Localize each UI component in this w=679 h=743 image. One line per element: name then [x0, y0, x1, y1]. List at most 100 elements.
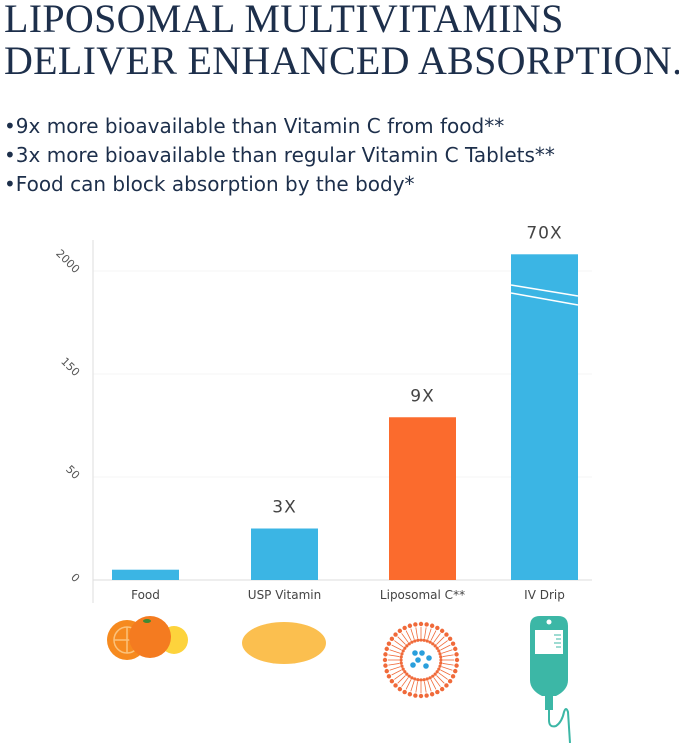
lipid-head — [433, 644, 437, 648]
lipid-head — [407, 692, 413, 697]
lipid-tail — [415, 627, 418, 639]
data-label: 70X — [526, 223, 562, 243]
lipid-tail — [441, 649, 453, 654]
lipid-head — [416, 638, 420, 642]
vitamin-dot — [423, 663, 429, 669]
lipid-head — [424, 622, 429, 627]
oranges-icon — [107, 616, 188, 660]
lipid-head — [402, 625, 407, 631]
lipid-tail — [436, 636, 445, 645]
lipid-head — [389, 678, 395, 684]
lipid-head — [407, 623, 413, 628]
lipid-head — [397, 686, 403, 692]
lipid-head — [425, 677, 429, 681]
x-category-label: IV Drip — [524, 588, 565, 602]
lipid-tail — [410, 628, 415, 640]
lipid-head — [413, 693, 418, 698]
lipid-head — [410, 640, 414, 644]
lipid-head — [383, 663, 388, 668]
lipid-head — [413, 639, 417, 643]
lipid-tail — [388, 654, 400, 657]
iv-bag-icon — [530, 616, 571, 743]
lipid-head — [447, 678, 453, 684]
lipid-head — [418, 621, 424, 627]
lipid-tail — [440, 644, 451, 651]
lipid-tail — [394, 672, 404, 680]
lipid-tail — [405, 630, 412, 641]
lipid-head — [435, 689, 440, 695]
lipid-head — [439, 661, 443, 665]
lipid-head — [419, 638, 423, 642]
lipid-tail — [401, 633, 409, 643]
lipid-head — [453, 646, 458, 652]
lipid-head — [450, 641, 456, 646]
lipid-head — [389, 636, 395, 642]
lipid-head — [428, 640, 432, 644]
lipid-head — [437, 667, 441, 671]
lipid-head — [399, 658, 403, 662]
lipid-head — [384, 646, 389, 652]
lipid-head — [454, 657, 460, 663]
lipid-head — [418, 693, 424, 699]
y-tick-label: 2000 — [53, 247, 82, 276]
lipid-tail — [415, 681, 418, 693]
headline-line-1: LIPOSOMAL MULTIVITAMINS — [4, 0, 564, 41]
lipid-head — [435, 625, 440, 631]
lipid-head — [431, 642, 435, 646]
lipid-head — [439, 655, 443, 659]
lipid-head — [400, 664, 404, 668]
lipid-head — [438, 652, 442, 656]
lipid-head — [444, 632, 449, 637]
lipid-head — [450, 674, 456, 679]
lipid-head — [403, 670, 407, 674]
lipid-tail — [410, 680, 415, 692]
lipid-head — [435, 646, 439, 650]
lipid-head — [393, 683, 398, 688]
y-tick-label: 150 — [58, 355, 82, 379]
y-tick-label: 50 — [63, 463, 82, 482]
data-label: 3X — [272, 498, 296, 518]
lipid-tail — [440, 669, 451, 676]
lipid-head — [454, 663, 459, 668]
vitamin-dot — [415, 657, 421, 663]
lipid-head — [453, 668, 458, 674]
lipid-head — [382, 657, 388, 663]
benefit-item: 3x more bioavailable than regular Vitami… — [4, 141, 555, 170]
data-label: 9X — [410, 386, 434, 406]
lipid-head — [399, 655, 403, 659]
lipid-head — [422, 678, 426, 682]
lipid-head — [439, 628, 445, 634]
lipid-head — [416, 678, 420, 682]
vitamin-dot — [419, 650, 425, 656]
benefit-list: 9x more bioavailable than Vitamin C from… — [4, 112, 555, 199]
lipid-head — [405, 672, 409, 676]
axis-break-mark — [510, 284, 579, 297]
lipid-head — [405, 644, 409, 648]
lipid-tail — [405, 679, 412, 690]
lipid-head — [386, 641, 392, 646]
lipid-head — [383, 652, 388, 657]
lipid-head — [413, 677, 417, 681]
lipid-tail — [388, 663, 400, 666]
y-tick-label: 0 — [68, 571, 82, 585]
bar-liposomal-c- — [389, 417, 456, 580]
lipid-tail — [391, 644, 402, 651]
lipid-tail — [394, 640, 404, 648]
tablet-icon — [242, 622, 326, 664]
lipid-head — [401, 667, 405, 671]
lipid-head — [413, 622, 418, 627]
lipid-tail — [389, 666, 401, 671]
lipid-tail — [397, 636, 406, 645]
lipid-head — [384, 668, 389, 674]
lipid-head — [444, 683, 449, 688]
benefit-item: Food can block absorption by the body* — [4, 170, 555, 199]
lipid-tail — [442, 663, 454, 666]
lipid-head — [429, 692, 435, 697]
lipid-head — [454, 652, 459, 657]
lipid-head — [403, 646, 407, 650]
lipid-head — [439, 686, 445, 692]
headline: LIPOSOMAL MULTIVITAMINS DELIVER ENHANCED… — [4, 0, 679, 82]
lipid-tail — [424, 627, 427, 639]
lipid-head — [393, 632, 398, 637]
